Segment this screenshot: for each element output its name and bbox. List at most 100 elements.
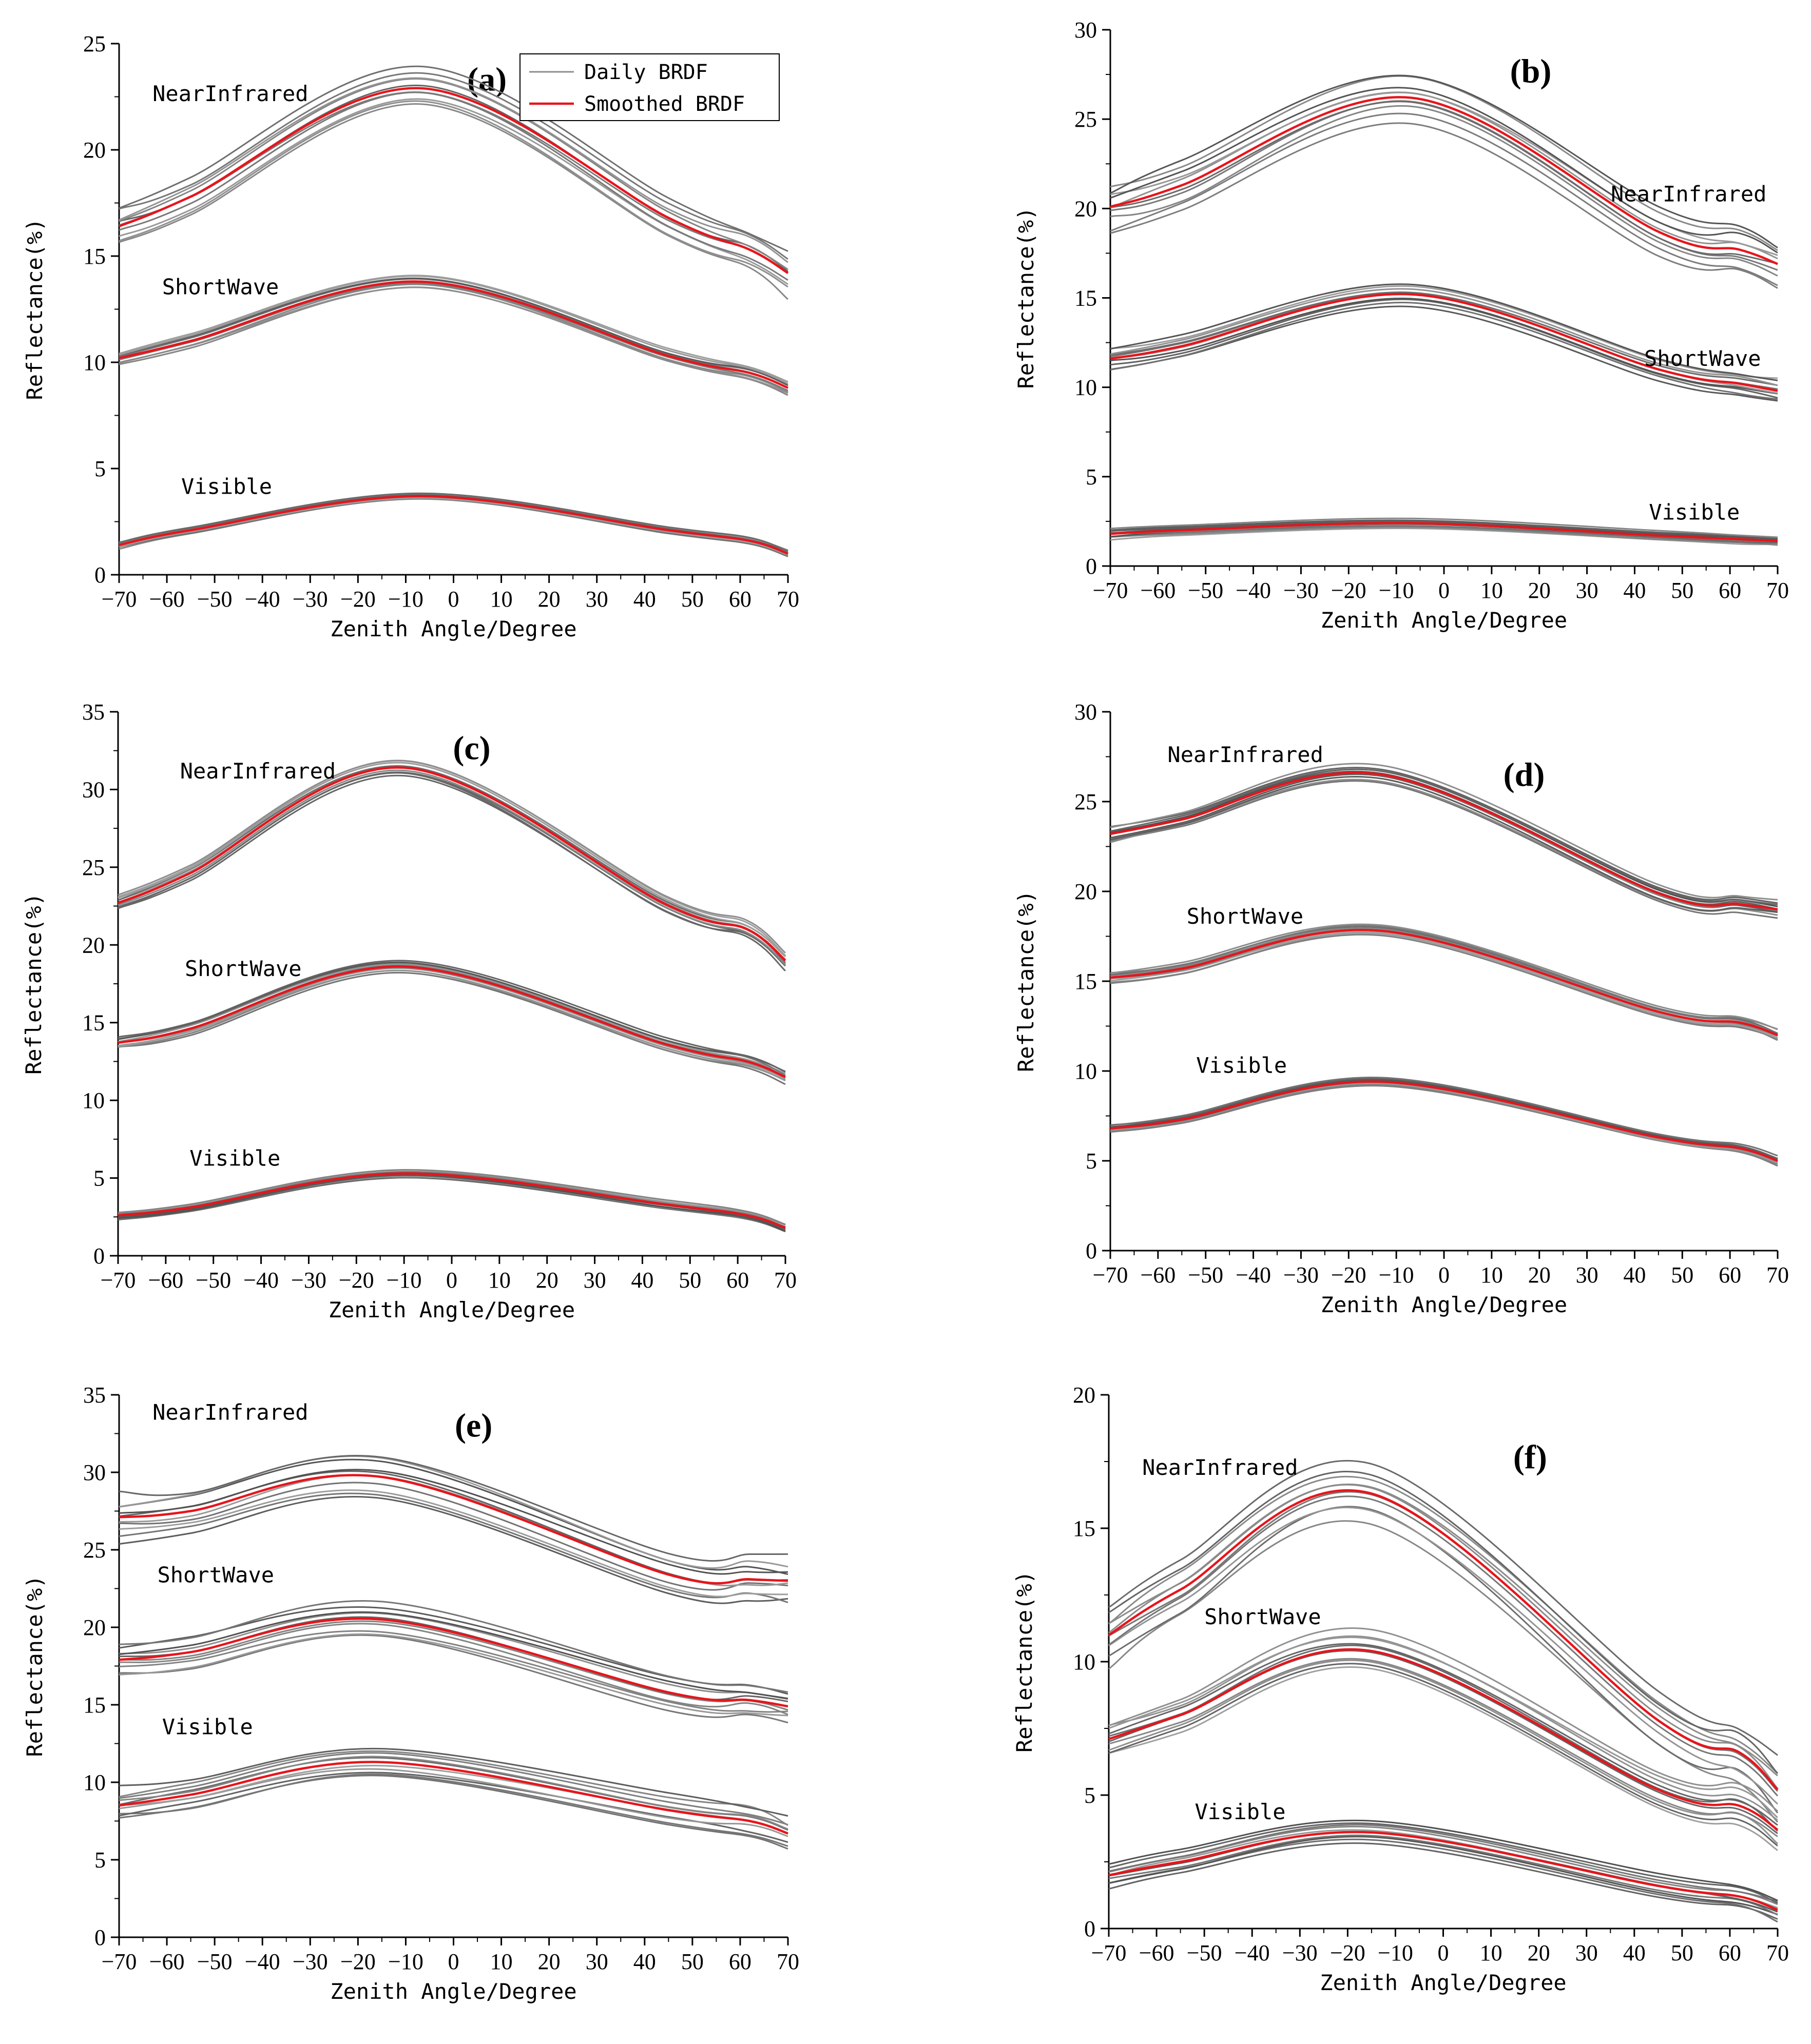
x-tick-label: −20: [1330, 1940, 1365, 1965]
daily-brdf-line: [119, 103, 788, 300]
x-tick-label: 70: [1766, 1262, 1789, 1288]
daily-brdf-line: [1110, 1085, 1778, 1167]
x-tick-label: 60: [1719, 1262, 1741, 1288]
band-label: NearInfrared: [180, 758, 336, 784]
band-nearinfrared: NearInfrared: [118, 758, 786, 971]
y-tick-label: 30: [83, 1460, 106, 1485]
x-tick-label: 40: [1623, 578, 1646, 603]
x-tick-label: 60: [729, 587, 752, 612]
daily-brdf-line: [1108, 1663, 1778, 1847]
daily-brdf-line: [119, 91, 788, 281]
y-tick-label: 15: [82, 1010, 105, 1036]
x-tick-label: 30: [584, 1268, 606, 1293]
smoothed-brdf-line: [119, 87, 789, 275]
y-axis-title: Reflectance(%): [21, 893, 46, 1075]
band-label: NearInfrared: [152, 1399, 308, 1425]
y-tick-label: 20: [83, 1615, 106, 1640]
y-tick-label: 25: [83, 1537, 106, 1563]
band-label: ShortWave: [1187, 904, 1304, 929]
x-tick-label: 0: [448, 587, 459, 612]
x-tick-label: −10: [1378, 1940, 1413, 1965]
daily-brdf-line: [1110, 763, 1778, 901]
y-tick-label: 0: [1084, 1916, 1095, 1941]
x-tick-label: −40: [1236, 1262, 1271, 1288]
y-axis-title: Reflectance(%): [22, 218, 47, 400]
x-tick-label: −60: [1140, 1262, 1176, 1288]
daily-brdf-line: [1110, 1082, 1778, 1164]
x-tick-label: −70: [102, 1949, 137, 1974]
daily-brdf-line: [1110, 283, 1778, 381]
x-tick-label: 70: [1766, 578, 1789, 603]
daily-brdf-line: [118, 967, 786, 1078]
smoothed-brdf-line: [1108, 1831, 1778, 1911]
legend: Daily BRDF Smoothed BRDF: [519, 53, 780, 121]
x-tick-label: −20: [340, 1949, 376, 1974]
band-visible: Visible: [1108, 1799, 1778, 1923]
y-tick-label: 0: [1086, 554, 1097, 579]
x-tick-label: 0: [446, 1268, 457, 1293]
y-tick-label: 30: [82, 777, 105, 802]
y-tick-label: 35: [83, 1383, 106, 1408]
band-nearinfrared: NearInfrared: [1108, 1455, 1779, 1823]
daily-brdf-line: [119, 1773, 788, 1847]
y-tick-label: 0: [94, 1925, 106, 1950]
x-tick-label: −10: [387, 1268, 422, 1293]
daily-brdf-line: [1110, 91, 1778, 260]
daily-brdf-line: [1108, 1475, 1778, 1774]
panel-e: −70 −60 −50 −40 −30 −20 −10 0 10 20 30 40 50 60 70 0 5 10…: [22, 1383, 799, 2004]
y-tick-label: 20: [83, 138, 106, 163]
daily-brdf-line: [1110, 1083, 1778, 1165]
daily-brdf-line: [119, 286, 788, 394]
daily-brdf-line: [119, 1756, 788, 1830]
y-tick-label: 15: [1074, 969, 1097, 994]
legend-label: Daily BRDF: [584, 61, 708, 84]
daily-brdf-line: [118, 760, 786, 953]
x-tick-label: 20: [1528, 1262, 1551, 1288]
x-tick-label: 50: [1671, 1262, 1693, 1288]
x-tick-label: 30: [1575, 1940, 1598, 1965]
smoothed-brdf-line: [119, 495, 788, 555]
x-tick-label: −30: [291, 1268, 326, 1293]
y-tick-label: 20: [1074, 879, 1097, 904]
y-tick-label: 20: [1074, 196, 1097, 221]
x-tick-label: 10: [1480, 1262, 1503, 1288]
daily-brdf-line: [118, 769, 786, 965]
daily-brdf-line: [1110, 931, 1778, 1037]
x-tick-label: 20: [538, 587, 561, 612]
panel-b: −70 −60 −50 −40 −30 −20 −10 0 10 20 30 40 50 60 70 0 5 10…: [1013, 17, 1789, 633]
x-tick-label: 20: [1528, 578, 1551, 603]
smoothed-brdf-line: [119, 1761, 788, 1835]
daily-brdf-line: [1110, 112, 1778, 286]
x-tick-label: −20: [340, 587, 376, 612]
daily-brdf-line: [1108, 1495, 1779, 1797]
band-label: NearInfrared: [1167, 742, 1323, 767]
smoothed-brdf-line: [118, 766, 786, 962]
y-tick-label: 0: [1086, 1238, 1097, 1263]
y-tick-label: 5: [1086, 1148, 1097, 1174]
x-axis-title: Zenith Angle/Degree: [329, 1297, 575, 1322]
band-label: ShortWave: [1204, 1604, 1321, 1629]
band-shortwave: ShortWave: [1110, 283, 1778, 402]
daily-brdf-line: [1110, 933, 1778, 1041]
daily-brdf-line: [119, 1469, 788, 1575]
x-tick-label: 20: [536, 1268, 558, 1293]
y-tick-label: 35: [82, 699, 105, 725]
daily-brdf-line: [118, 971, 786, 1085]
daily-brdf-line: [119, 1752, 788, 1825]
x-tick-label: −40: [245, 1949, 280, 1974]
x-tick-label: 30: [1576, 578, 1598, 603]
band-label: ShortWave: [162, 275, 279, 300]
smoothed-brdf-line: [119, 280, 788, 389]
daily-brdf-line: [1110, 932, 1778, 1039]
x-tick-label: −60: [1140, 578, 1176, 603]
daily-brdf-line: [1108, 1842, 1778, 1920]
daily-brdf-line: [1108, 1483, 1778, 1777]
x-axis-title: Zenith Angle/Degree: [1321, 608, 1567, 633]
daily-brdf-line: [119, 1489, 788, 1598]
daily-brdf-line: [119, 1623, 788, 1716]
band-nearinfrared: NearInfrared: [119, 65, 789, 300]
daily-brdf-line: [1110, 91, 1778, 256]
daily-brdf-line: [1108, 1836, 1778, 1915]
daily-brdf-line: [119, 492, 788, 552]
